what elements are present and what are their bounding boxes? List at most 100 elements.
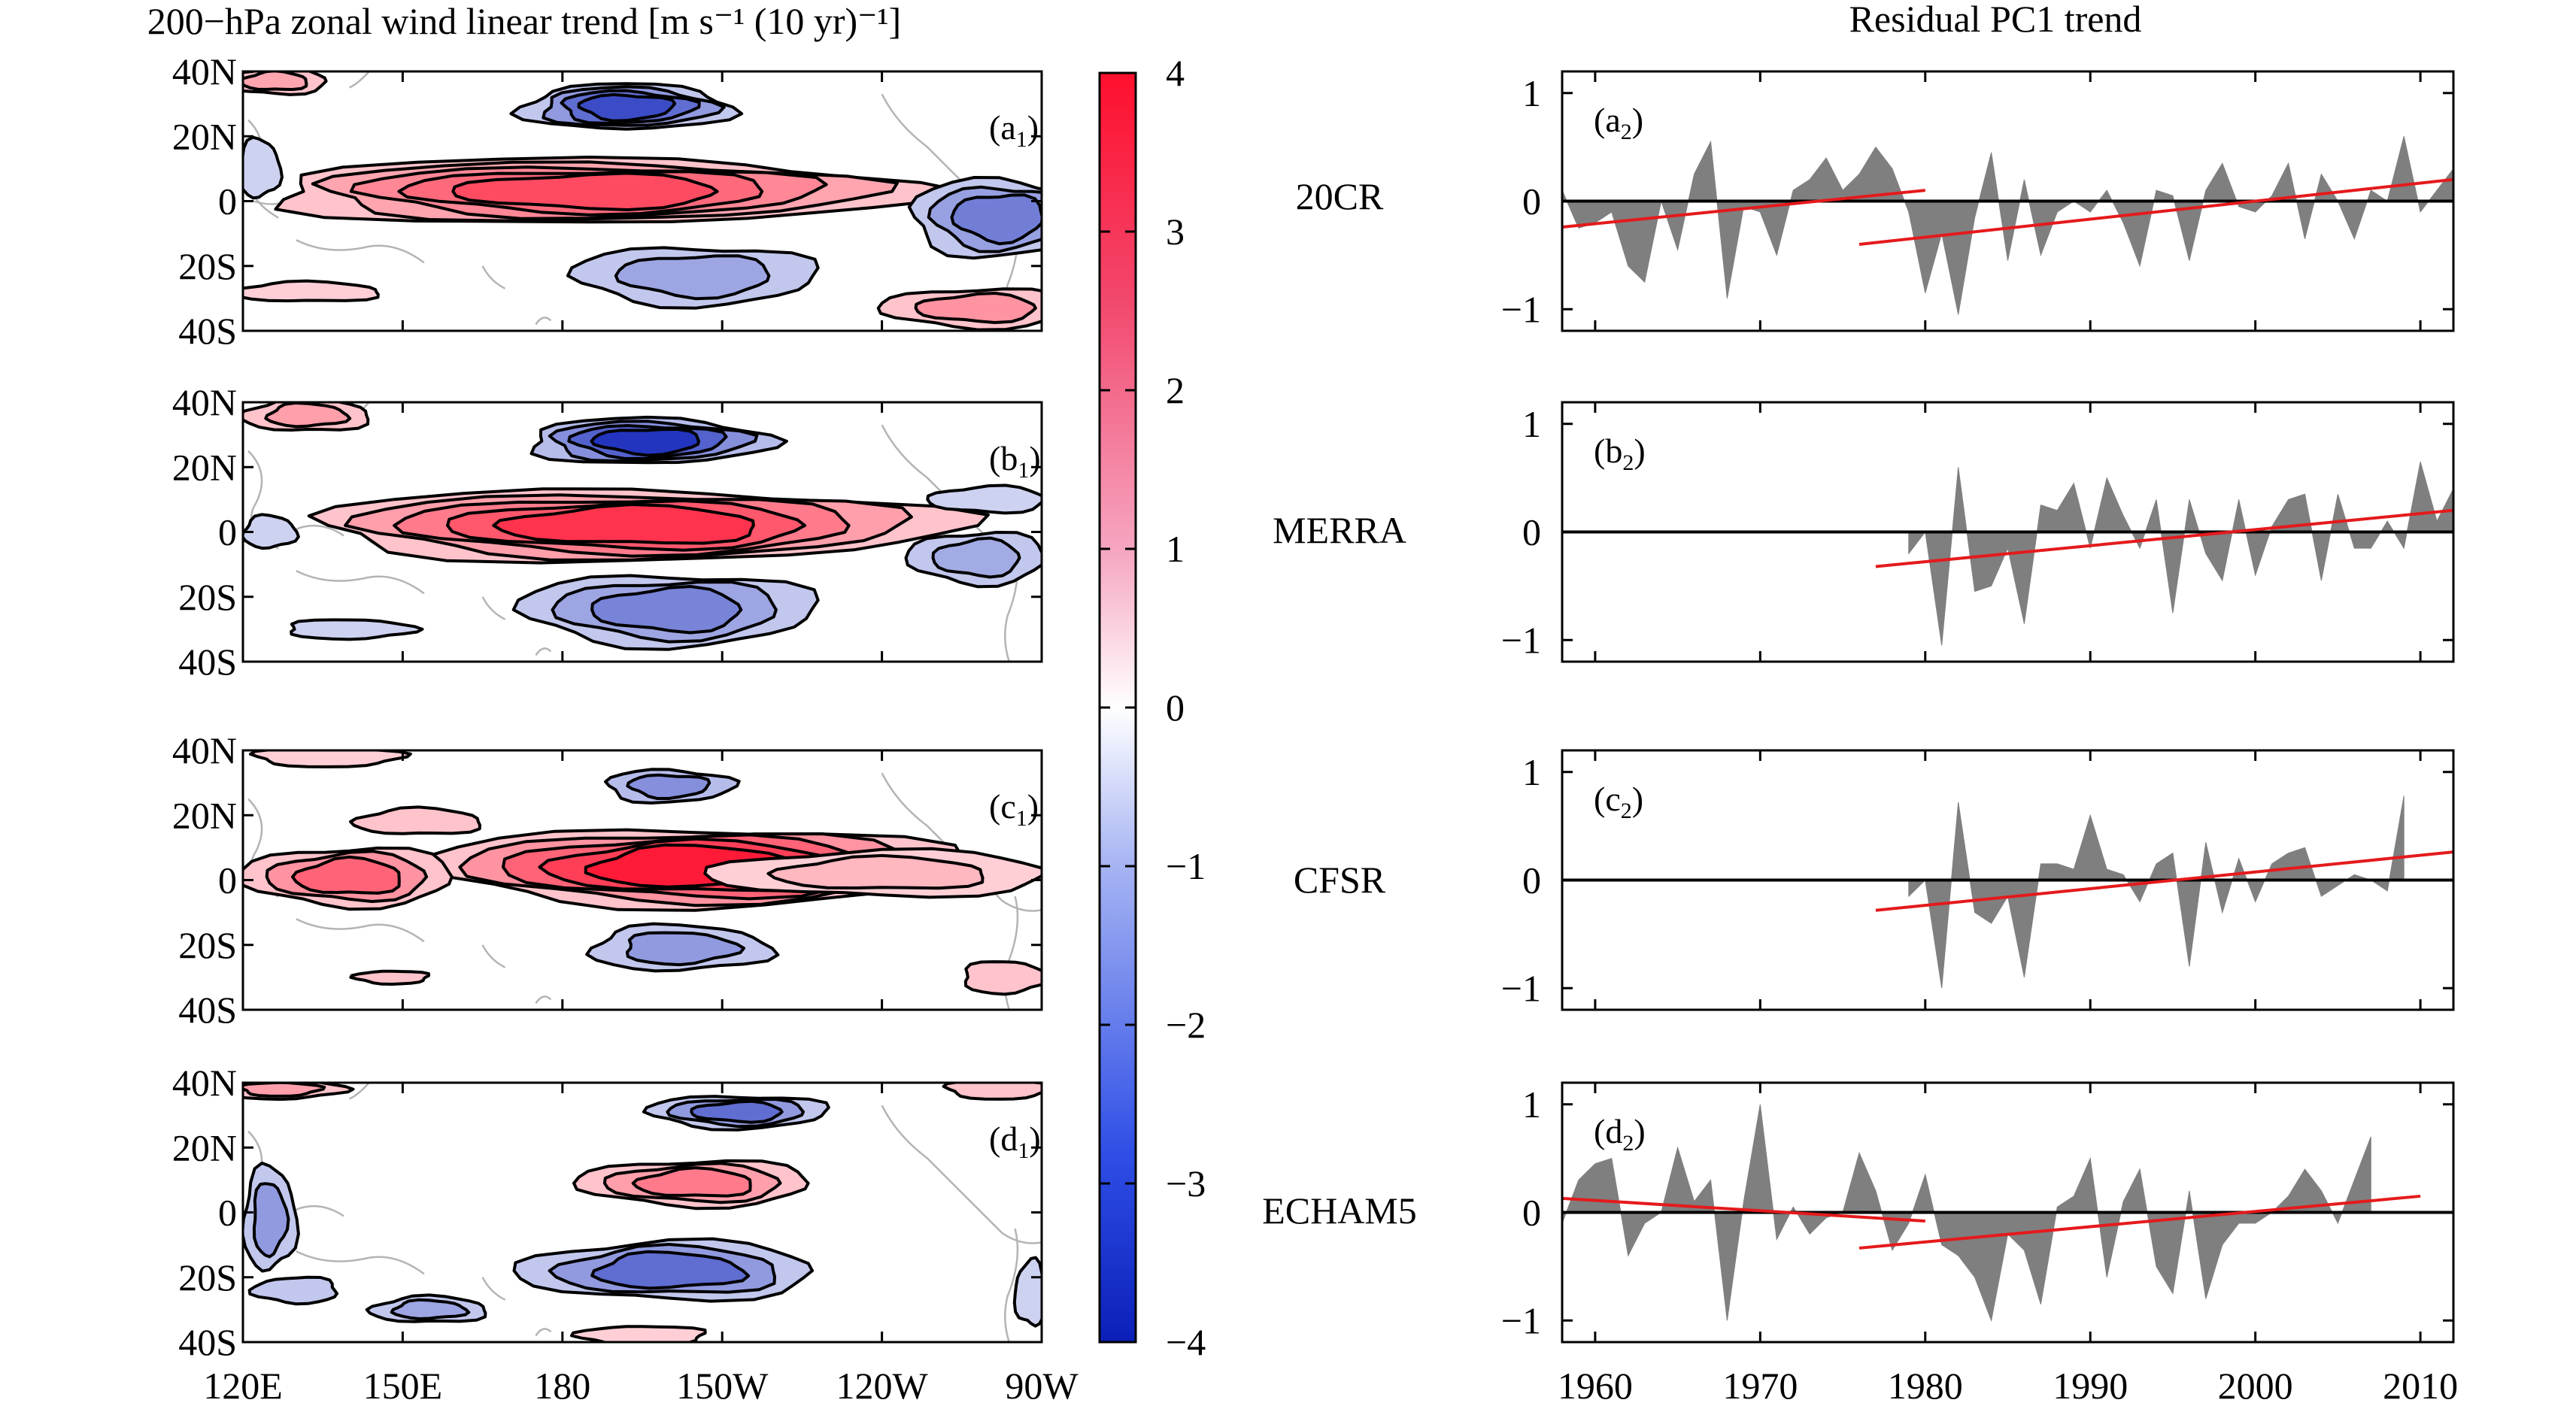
contour-level-0 bbox=[243, 135, 284, 200]
trend-line-0 bbox=[1562, 1196, 1925, 1223]
ts-ytick-label: 1 bbox=[1522, 751, 1541, 793]
trend-feature-0 bbox=[604, 768, 741, 805]
contour-level-0 bbox=[942, 1083, 1042, 1101]
ts-ytick-label: −1 bbox=[1501, 619, 1541, 661]
panel-label-close: ) bbox=[1029, 1120, 1040, 1158]
contour-level-4 bbox=[451, 171, 719, 211]
map-ytick-label: 40N bbox=[172, 729, 237, 771]
map-ytick-label: 20S bbox=[178, 576, 237, 618]
coastline-4 bbox=[296, 1250, 425, 1275]
trend-line-0 bbox=[1875, 508, 2453, 568]
colorbar-tick-label: −3 bbox=[1166, 1162, 1206, 1205]
trend-feature-5 bbox=[243, 71, 328, 96]
map-ytick-label: 40S bbox=[178, 641, 237, 683]
contour-level-0 bbox=[349, 805, 481, 835]
map-ytick-label: 40S bbox=[178, 310, 237, 352]
map-ytick-label: 40S bbox=[178, 989, 237, 1031]
map-panel-c1: 40N 20N 0 20S 40S (c1) bbox=[172, 729, 1043, 1031]
ts-ytick-label: −1 bbox=[1501, 1299, 1541, 1341]
coastline-5 bbox=[481, 1277, 552, 1337]
trend-feature-3 bbox=[904, 531, 1042, 589]
map-xtick-label: 180 bbox=[534, 1365, 590, 1403]
panel-label-close: ) bbox=[1632, 780, 1643, 818]
coastline-2 bbox=[881, 1105, 1042, 1244]
map-ytick-label: 0 bbox=[218, 859, 237, 901]
map-ytick-label: 20S bbox=[178, 245, 237, 287]
trend-feature-3 bbox=[703, 847, 1042, 899]
trend-feature-2 bbox=[907, 176, 1042, 260]
map-ytick-label: 20S bbox=[178, 924, 237, 966]
ts-panel-c2: 1 0 −1 (c2) bbox=[1501, 749, 2455, 1011]
ts-ytick-label: 0 bbox=[1522, 511, 1541, 553]
trend-feature-5 bbox=[585, 922, 780, 973]
trend-feature-6 bbox=[942, 1083, 1042, 1101]
trend-feature-0 bbox=[642, 1095, 830, 1132]
ts-content bbox=[1562, 461, 2453, 646]
trend-feature-2 bbox=[512, 1237, 814, 1303]
contour-level-1 bbox=[614, 254, 771, 301]
residual-area bbox=[1908, 461, 2453, 646]
map-ytick-label: 40N bbox=[172, 50, 237, 92]
ts-panel-label: (a2) bbox=[1594, 101, 1643, 144]
ts-panel-label: (c2) bbox=[1594, 780, 1643, 823]
ts-panel-label: (d2) bbox=[1594, 1112, 1646, 1156]
coastline-4 bbox=[296, 570, 425, 595]
panel-label-sub: 1 bbox=[1018, 458, 1029, 483]
ts-ytick-label: −1 bbox=[1501, 288, 1541, 330]
trend-line-1 bbox=[1858, 177, 2453, 246]
map-x-axis: 120E 150E 180 150W 120W 90W bbox=[203, 1365, 1079, 1403]
trend-feature-1 bbox=[572, 1159, 810, 1211]
trend-feature-6 bbox=[963, 960, 1042, 996]
map-xtick-label: 90W bbox=[1005, 1365, 1079, 1403]
contour-level-1 bbox=[243, 71, 308, 91]
contour-level-0 bbox=[247, 1275, 339, 1306]
ts-xtick-label: 1980 bbox=[1888, 1365, 1963, 1403]
map-content bbox=[243, 750, 1042, 1010]
ts-panel-d2: 1 0 −1 (d2) bbox=[1501, 1081, 2455, 1344]
map-panel-b1: 40N 20N 0 20S 40S (b1) bbox=[172, 381, 1043, 683]
residual-area bbox=[1562, 136, 2453, 315]
panel-label-sub: 2 bbox=[1621, 120, 1632, 144]
panel-label-close: ) bbox=[1634, 1112, 1645, 1150]
ts-xtick-label: 1970 bbox=[1722, 1365, 1798, 1403]
map-panel-label: (a1) bbox=[989, 108, 1039, 152]
map-panel-label: (c1) bbox=[989, 787, 1039, 831]
coastline-1 bbox=[349, 71, 371, 89]
colorbar-tick-label: 2 bbox=[1166, 369, 1185, 411]
colorbar-tick-label: 3 bbox=[1166, 211, 1185, 253]
contour-level-1 bbox=[766, 853, 985, 890]
ts-ytick-label: 1 bbox=[1522, 1083, 1541, 1126]
map-content bbox=[243, 1083, 1042, 1342]
contour-level-0 bbox=[243, 279, 380, 303]
coastline-3 bbox=[1004, 1228, 1019, 1342]
trend-feature-9 bbox=[1012, 1256, 1042, 1328]
contour-level-1 bbox=[390, 1298, 471, 1320]
colorbar-tick-label: −4 bbox=[1166, 1321, 1206, 1363]
coastline-5 bbox=[481, 265, 552, 326]
trend-feature-7 bbox=[570, 1325, 707, 1342]
ts-xtick-label: 2000 bbox=[2218, 1365, 2293, 1403]
contour-level-2 bbox=[690, 1099, 784, 1124]
colorbar-tick-label: −1 bbox=[1166, 845, 1206, 887]
colorbar-tick-label: 1 bbox=[1166, 528, 1185, 570]
dataset-label-cfsr: CFSR bbox=[1294, 859, 1386, 901]
dataset-label-echam5: ECHAM5 bbox=[1262, 1189, 1417, 1232]
ts-ytick-label: 0 bbox=[1522, 180, 1541, 223]
contour-level-2 bbox=[950, 193, 1042, 246]
panel-label-close: ) bbox=[1027, 108, 1039, 147]
trend-feature-3 bbox=[566, 246, 820, 310]
map-panel-label: (d1) bbox=[989, 1120, 1041, 1163]
panel-label-sub: 1 bbox=[1016, 806, 1027, 831]
trend-line-0 bbox=[1875, 850, 2453, 912]
trend-feature-4 bbox=[876, 287, 1042, 331]
contour-level-1 bbox=[252, 1182, 290, 1259]
ts-xtick-label: 1960 bbox=[1558, 1365, 1633, 1403]
colorbar: 4 3 2 1 0 −1 −2 −3 −4 bbox=[1098, 52, 1206, 1363]
trend-feature-4 bbox=[926, 483, 1042, 515]
map-xtick-label: 150W bbox=[676, 1365, 769, 1403]
trend-feature-1 bbox=[274, 156, 966, 224]
contour-level-2 bbox=[291, 855, 401, 895]
trend-feature-7 bbox=[243, 135, 284, 200]
trend-feature-1 bbox=[307, 487, 990, 565]
